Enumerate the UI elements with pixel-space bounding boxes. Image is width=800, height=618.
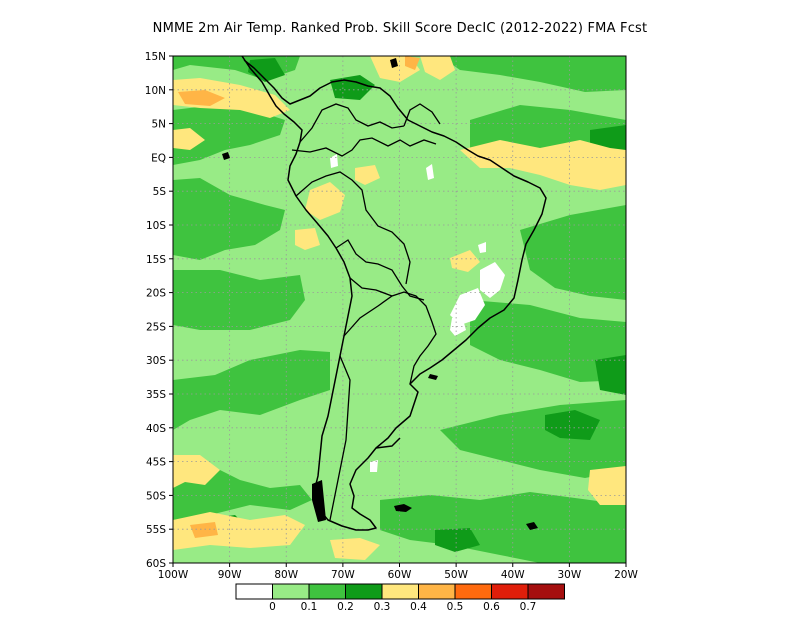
lat-tick-label: EQ xyxy=(151,152,166,164)
lon-tick-label: 70W xyxy=(331,569,355,581)
lat-tick-label: 25S xyxy=(146,321,166,333)
lat-tick-label: 50S xyxy=(146,490,166,502)
skill-band-white xyxy=(330,154,505,472)
figure-title: NMME 2m Air Temp. Ranked Prob. Skill Sco… xyxy=(152,21,648,36)
lat-tick-label: 60S xyxy=(146,558,166,570)
longitude-labels: 100W 90W 80W 70W 60W 50W 40W 30W 20W xyxy=(158,569,639,581)
islands xyxy=(222,58,538,530)
colorbar-swatch xyxy=(308,583,346,600)
coastlines xyxy=(241,56,547,531)
lat-tick-label: 15S xyxy=(146,254,166,266)
colorbar-swatch xyxy=(381,583,419,600)
lat-tick-label: 20S xyxy=(146,288,166,300)
lat-tick-label: 45S xyxy=(146,457,166,469)
lat-tick-label: 55S xyxy=(146,524,166,536)
lat-tick-label: 15N xyxy=(145,51,166,63)
colorbar-label: 0.7 xyxy=(520,601,537,613)
lat-tick-label: 30S xyxy=(146,355,166,367)
lon-tick-label: 90W xyxy=(218,569,242,581)
colorbar-label: 0.5 xyxy=(447,601,464,613)
lat-tick-label: 5N xyxy=(151,119,166,131)
map-grid xyxy=(173,56,626,563)
lon-tick-label: 40W xyxy=(501,569,525,581)
lon-tick-label: 60W xyxy=(388,569,412,581)
country-borders xyxy=(291,103,441,521)
lon-tick-label: 100W xyxy=(158,569,189,581)
lat-tick-label: 35S xyxy=(146,389,166,401)
lat-tick-label: 40S xyxy=(146,423,166,435)
colorbar-label: 0.1 xyxy=(301,601,318,613)
axis-ticks xyxy=(169,55,627,567)
colorbar-label: 0.6 xyxy=(483,601,500,613)
lon-tick-label: 20W xyxy=(614,569,638,581)
colorbar-label: 0.4 xyxy=(410,601,427,613)
colorbar-label: 0.2 xyxy=(337,601,354,613)
colorbar-labels: 0 0.1 0.2 0.3 0.4 0.5 0.6 0.7 xyxy=(269,601,536,613)
colorbar-label: 0 xyxy=(269,601,276,613)
colorbar-swatch xyxy=(418,583,456,600)
colorbar-swatch xyxy=(272,583,310,600)
colorbar-label: 0.3 xyxy=(374,601,391,613)
skill-band-medium-green xyxy=(173,56,626,563)
colorbar-swatch xyxy=(491,583,529,600)
latitude-labels: 15N 10N 5N EQ 5S 10S 15S 20S 25S 30S 35S 40S 45S 50S 5… xyxy=(145,51,167,570)
colorbar-swatch xyxy=(454,583,492,600)
colorbar-swatch xyxy=(345,583,383,600)
lat-tick-label: 10N xyxy=(145,85,166,97)
skill-band-orange xyxy=(178,56,420,538)
lat-tick-label: 5S xyxy=(153,186,167,198)
map-plot-area xyxy=(173,56,626,563)
colorbar-swatch xyxy=(527,583,565,600)
lon-tick-label: 50W xyxy=(444,569,468,581)
colorbar-swatch xyxy=(235,583,273,600)
lat-tick-label: 10S xyxy=(146,220,166,232)
lon-tick-label: 80W xyxy=(274,569,298,581)
colorbar xyxy=(235,583,565,600)
lon-tick-label: 30W xyxy=(558,569,582,581)
